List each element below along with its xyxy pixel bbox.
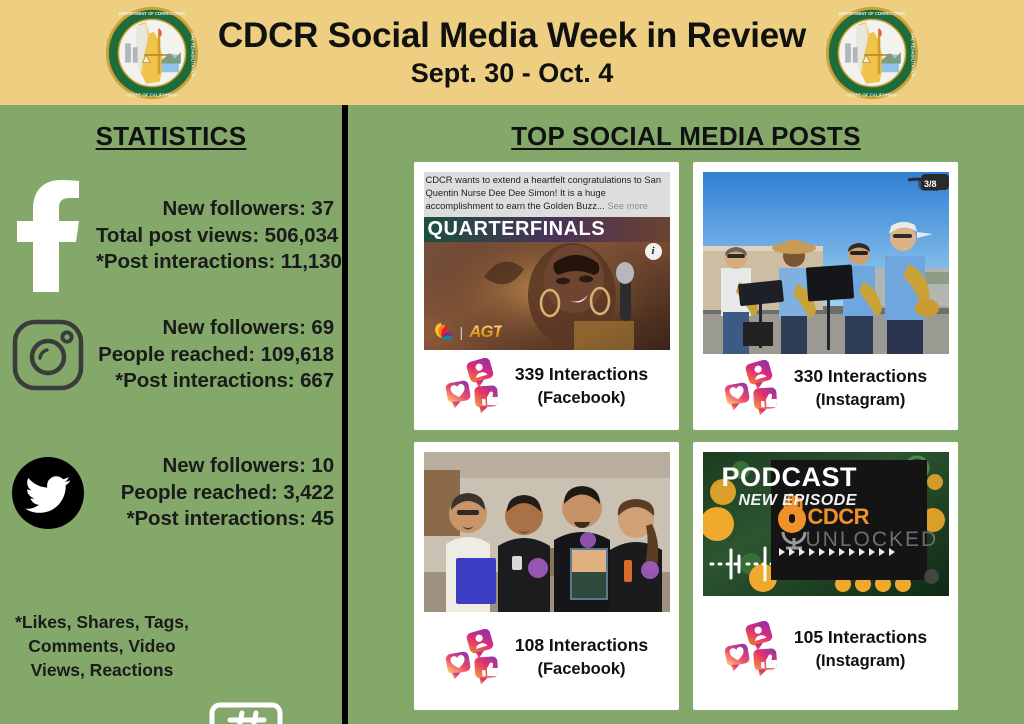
instagram-icon: [0, 318, 96, 392]
post-caption: CDCR wants to extend a heartfelt congrat…: [424, 172, 670, 217]
cdcr-seal-icon: DEPARTMENT OF CORRECTIONS STATE OF CALIF…: [824, 5, 920, 101]
post-card-grid: CDCR wants to extend a heartfelt congrat…: [348, 162, 1024, 717]
twitter-stats: New followers: 10 People reached: 3,422 …: [96, 453, 340, 533]
post-interactions: 105 Interactions (Instagram): [702, 596, 949, 702]
interaction-source: (Instagram): [815, 651, 906, 670]
stat-line: New followers: 10: [162, 454, 335, 477]
twitter-icon: [0, 455, 96, 531]
svg-text:DEPARTMENT OF CORRECTIONS: DEPARTMENT OF CORRECTIONS: [839, 11, 906, 16]
post-card[interactable]: 108 Interactions (Facebook): [414, 442, 679, 710]
post-caption-text: CDCR wants to extend a heartfelt congrat…: [425, 174, 662, 211]
poster-header: DEPARTMENT OF CORRECTIONS STATE OF CALIF…: [0, 0, 1024, 105]
reaction-bubbles-icon: [445, 357, 509, 414]
stat-line: New followers: 37: [162, 197, 335, 221]
page-title: CDCR Social Media Week in Review: [217, 15, 807, 55]
interaction-count: 105 Interactions: [793, 627, 928, 648]
interaction-source: (Facebook): [537, 659, 626, 678]
post-interaction-text: 105 Interactions (Instagram): [794, 626, 927, 672]
post-card[interactable]: CDCR wants to extend a heartfelt congrat…: [414, 162, 679, 430]
post-interaction-text: 330 Interactions (Instagram): [794, 365, 927, 411]
see-more-link[interactable]: See more: [607, 199, 649, 211]
agt-logo: AGT: [469, 322, 503, 342]
interaction-source: (Instagram): [815, 390, 906, 409]
post-interaction-text: 108 Interactions (Facebook): [515, 634, 648, 680]
post-card[interactable]: 3/8: [693, 162, 958, 430]
svg-text:STATE OF CALIFORNIA: STATE OF CALIFORNIA: [127, 92, 177, 97]
podcast-title: PODCAST: [721, 462, 858, 492]
post-media: CDCR wants to extend a heartfelt congrat…: [423, 172, 670, 350]
podcast-subtitle: NEW EPISODE: [738, 492, 857, 509]
stat-line: New followers: 69: [162, 316, 335, 339]
interaction-count: 330 Interactions: [793, 366, 928, 387]
stat-row-twitter: New followers: 10 People reached: 3,422 …: [0, 453, 342, 533]
nbc-agt-branding: | AGT: [430, 321, 503, 346]
podcast-thumbnail: PODCAST NEW EPISODE CDCR UNLOCKED: [702, 452, 949, 596]
svg-text:AND REHABILITATION: AND REHABILITATION: [910, 32, 915, 76]
post-interactions: 339 Interactions (Facebook): [423, 350, 670, 422]
interaction-count: 339 Interactions: [514, 364, 649, 384]
statistics-column: STATISTICS New followers: 37 Total post …: [0, 105, 342, 724]
stat-line: *Post interactions: 11,130: [96, 250, 342, 274]
post-card[interactable]: PODCAST NEW EPISODE CDCR UNLOCKED: [693, 442, 958, 710]
statistics-heading: STATISTICS: [95, 121, 247, 151]
top-posts-heading: TOP SOCIAL MEDIA POSTS: [511, 121, 861, 151]
interaction-source: (Facebook): [537, 388, 626, 407]
reaction-bubbles-icon: [724, 359, 788, 416]
quarterfinals-banner: QUARTERFINALS: [424, 217, 670, 242]
stat-line: People reached: 3,422: [120, 480, 334, 504]
stat-line: *Post interactions: 667: [115, 369, 334, 393]
agt-thumbnail: QUARTERFINALS i: [423, 216, 670, 350]
podcast-brand-second: UNLOCKED: [805, 528, 939, 551]
engagement-icons: [200, 695, 330, 724]
top-posts-column: TOP SOCIAL MEDIA POSTS CDCR wants to ext…: [348, 105, 1024, 724]
podcast-brand: CDCR: [807, 504, 870, 529]
interaction-count: 108 Interactions: [514, 635, 649, 656]
column-divider: [342, 105, 348, 724]
svg-text:DEPARTMENT OF CORRECTIONS: DEPARTMENT OF CORRECTIONS: [119, 11, 186, 16]
group-photo: [423, 452, 670, 612]
reaction-bubbles-icon: [445, 628, 509, 685]
info-icon[interactable]: i: [644, 242, 662, 260]
stat-line: *Post interactions: 45: [126, 507, 335, 531]
stat-line: Total post views: 506,034: [96, 223, 339, 247]
svg-text:AND REHABILITATION: AND REHABILITATION: [190, 32, 195, 76]
photo-counter: 3/8: [917, 177, 943, 191]
facebook-icon: [0, 180, 96, 292]
interactions-footnote: *Likes, Shares, Tags, Comments, Video Vi…: [15, 612, 189, 681]
post-media: 3/8: [702, 172, 949, 354]
post-interactions: 108 Interactions (Facebook): [423, 612, 670, 702]
facebook-stats: New followers: 37 Total post views: 506,…: [96, 196, 342, 276]
post-interactions: 330 Interactions (Instagram): [702, 354, 949, 422]
reaction-bubbles-icon: [724, 620, 788, 677]
svg-text:STATE OF CALIFORNIA: STATE OF CALIFORNIA: [847, 92, 897, 97]
stat-row-instagram: New followers: 69 People reached: 109,61…: [0, 315, 342, 395]
mute-icon[interactable]: [923, 569, 939, 584]
post-interaction-text: 339 Interactions (Facebook): [515, 363, 648, 409]
post-media: [423, 452, 670, 612]
page-subtitle: Sept. 30 - Oct. 4: [410, 57, 614, 88]
cdcr-seal-icon: DEPARTMENT OF CORRECTIONS STATE OF CALIF…: [104, 5, 200, 101]
nbc-peacock-icon: [430, 321, 454, 346]
band-photo: 3/8: [702, 172, 949, 354]
stat-row-facebook: New followers: 37 Total post views: 506,…: [0, 180, 342, 292]
instagram-stats: New followers: 69 People reached: 109,61…: [96, 315, 340, 395]
stat-line: People reached: 109,618: [98, 342, 334, 366]
post-media: PODCAST NEW EPISODE CDCR UNLOCKED: [702, 452, 949, 596]
quarterfinals-text: QUARTERFINALS: [427, 217, 606, 240]
